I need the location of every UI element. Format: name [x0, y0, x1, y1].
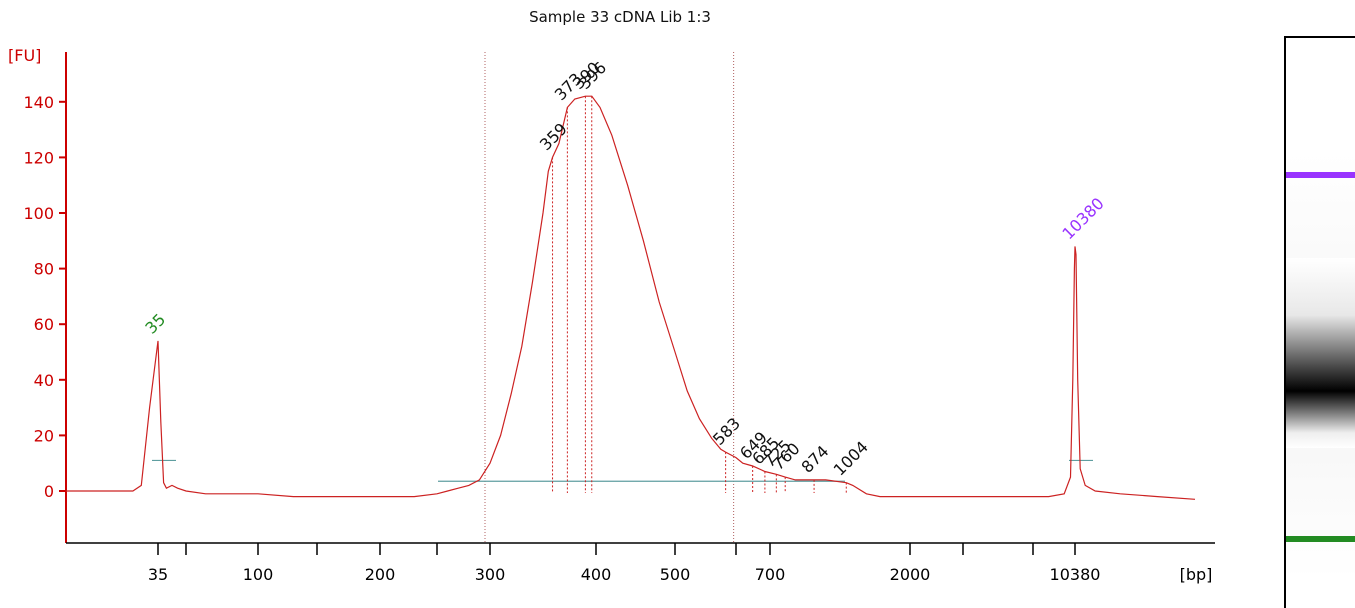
chart-title: Sample 33 cDNA Lib 1:3: [529, 8, 711, 26]
y-tick-label: 20: [34, 426, 54, 445]
series-line: [66, 95, 1196, 500]
x-tick-label: 500: [660, 565, 691, 584]
y-tick-label: 120: [23, 148, 54, 167]
marker-label: 35: [141, 310, 169, 338]
x-tick-label: 35: [148, 565, 168, 584]
x-tick-label: 400: [581, 565, 612, 584]
y-axis-label: [FU]: [8, 46, 41, 65]
y-tick-label: 0: [44, 482, 54, 501]
x-axis-label: [bp]: [1180, 565, 1213, 584]
x-tick-label: 700: [755, 565, 786, 584]
sample-smear-band: [1286, 258, 1355, 448]
peak-label: 583: [709, 414, 744, 449]
x-tick-label: 100: [243, 565, 274, 584]
y-tick-label: 140: [23, 93, 54, 112]
x-tick-label: 300: [475, 565, 506, 584]
x-tick-label: 200: [365, 565, 396, 584]
y-tick-label: 60: [34, 315, 54, 334]
upper-marker-band: [1286, 172, 1355, 178]
x-tick-label: 2000: [890, 565, 931, 584]
y-tick-label: 100: [23, 204, 54, 223]
peak-label: 359: [536, 119, 571, 154]
marker-label: 10380: [1058, 194, 1107, 243]
peak-label: 874: [797, 442, 832, 477]
gel-lane: [1284, 36, 1355, 608]
x-tick-label: 10380: [1050, 565, 1101, 584]
electropherogram-chart: [FU] 0 20 40 60 80 100 120 140 35 100 200 300 400 500 7…: [8, 46, 1215, 584]
lower-marker-band: [1286, 536, 1355, 542]
y-tick-label: 40: [34, 371, 54, 390]
peak-label: 1004: [830, 437, 872, 479]
y-tick-label: 80: [34, 260, 54, 279]
